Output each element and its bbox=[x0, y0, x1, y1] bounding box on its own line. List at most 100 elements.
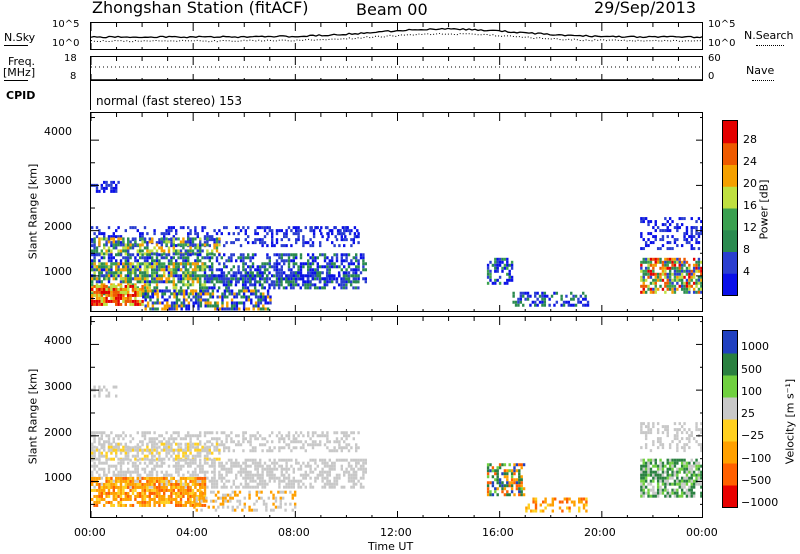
power-cell bbox=[129, 246, 132, 250]
velocity-cell bbox=[683, 449, 686, 453]
velocity-cell bbox=[280, 464, 283, 468]
velocity-cell bbox=[350, 479, 353, 483]
velocity-cell bbox=[685, 479, 689, 483]
velocity-cell bbox=[249, 437, 252, 441]
velocity-cell bbox=[644, 464, 648, 468]
power-cell bbox=[100, 274, 103, 278]
velocity-cell bbox=[261, 479, 264, 483]
power-cell bbox=[117, 283, 120, 287]
power-cell bbox=[110, 189, 113, 193]
power-cell bbox=[105, 237, 108, 241]
power-cell bbox=[175, 283, 178, 287]
velocity-cell bbox=[203, 479, 207, 483]
velocity-cell bbox=[273, 479, 276, 483]
power-cell bbox=[654, 275, 657, 279]
power-cell bbox=[235, 238, 238, 242]
velocity-colorbar-swatch bbox=[723, 353, 737, 376]
velocity-cell bbox=[647, 482, 650, 486]
power-cell bbox=[676, 266, 679, 270]
freq-panel bbox=[90, 56, 703, 81]
power-cell bbox=[170, 259, 173, 263]
power-cell bbox=[271, 229, 274, 233]
velocity-cell bbox=[167, 464, 171, 468]
power-cell bbox=[211, 252, 214, 256]
velocity-cell bbox=[98, 440, 101, 444]
power-cell bbox=[642, 257, 645, 261]
velocity-cell bbox=[182, 458, 185, 462]
power-cell bbox=[321, 271, 324, 275]
power-cell bbox=[124, 280, 127, 284]
velocity-cell bbox=[153, 467, 156, 471]
power-cell bbox=[226, 289, 229, 293]
power-cell bbox=[486, 266, 490, 270]
power-cell bbox=[695, 266, 698, 270]
velocity-cell bbox=[105, 476, 108, 480]
velocity-cell bbox=[544, 500, 547, 504]
power-cell bbox=[161, 295, 164, 299]
velocity-cell bbox=[93, 503, 96, 507]
power-cell bbox=[572, 294, 575, 298]
power-cell bbox=[107, 240, 111, 244]
power-cell bbox=[139, 246, 142, 250]
velocity-cell bbox=[338, 473, 341, 477]
velocity-cell bbox=[343, 470, 346, 474]
velocity-cell bbox=[515, 469, 519, 473]
power-cell bbox=[142, 295, 145, 299]
velocity-cell bbox=[139, 473, 142, 477]
velocity-cell bbox=[95, 500, 99, 504]
velocity-cell bbox=[291, 493, 294, 497]
power-cell bbox=[246, 271, 250, 275]
power-cell bbox=[153, 259, 156, 263]
power-cell bbox=[151, 280, 154, 284]
power-cell bbox=[167, 246, 171, 250]
power-cell bbox=[161, 301, 164, 305]
velocity-cell bbox=[95, 497, 99, 501]
velocity-cell bbox=[184, 485, 187, 489]
power-cell bbox=[319, 241, 322, 245]
power-cell bbox=[93, 259, 96, 263]
power-cell bbox=[664, 257, 667, 261]
power-cell bbox=[230, 298, 234, 302]
velocity-cell bbox=[673, 422, 677, 426]
velocity-cell bbox=[649, 461, 653, 465]
velocity-cell bbox=[328, 482, 331, 486]
velocity-cell bbox=[364, 467, 367, 471]
power-cell bbox=[151, 256, 154, 260]
velocity-cell bbox=[333, 461, 336, 465]
velocity-cell bbox=[187, 470, 190, 474]
velocity-cell bbox=[229, 493, 232, 497]
velocity-cell bbox=[189, 476, 192, 480]
velocity-cell bbox=[343, 446, 346, 450]
power-cell bbox=[265, 274, 269, 278]
velocity-cell bbox=[278, 446, 281, 450]
power-cell bbox=[165, 237, 168, 241]
power-cell bbox=[685, 260, 689, 264]
velocity-cell bbox=[115, 497, 118, 501]
power-cell bbox=[340, 232, 343, 236]
velocity-cell bbox=[539, 503, 543, 507]
velocity-cell bbox=[226, 493, 230, 497]
power-cell bbox=[91, 268, 94, 272]
velocity-cell bbox=[165, 476, 168, 480]
velocity-cell bbox=[261, 437, 264, 441]
velocity-cell bbox=[155, 485, 159, 489]
power-cell bbox=[334, 226, 337, 230]
power-cell bbox=[278, 274, 281, 278]
power-cell bbox=[671, 290, 674, 294]
velocity-cell bbox=[518, 487, 521, 491]
power-cell bbox=[235, 307, 239, 311]
velocity-cell bbox=[139, 457, 142, 461]
velocity-cell bbox=[688, 437, 691, 441]
velocity-cell bbox=[136, 473, 139, 477]
velocity-cell bbox=[167, 445, 171, 449]
power-cell bbox=[264, 298, 267, 302]
power-cell bbox=[173, 301, 176, 305]
velocity-cell bbox=[700, 446, 702, 450]
velocity-cell bbox=[271, 476, 274, 480]
velocity-cell bbox=[350, 446, 353, 450]
power-cell bbox=[115, 287, 118, 291]
power-cell bbox=[115, 189, 118, 193]
velocity-cell bbox=[122, 476, 125, 480]
power-cell bbox=[506, 278, 509, 282]
power-cell bbox=[362, 259, 365, 263]
